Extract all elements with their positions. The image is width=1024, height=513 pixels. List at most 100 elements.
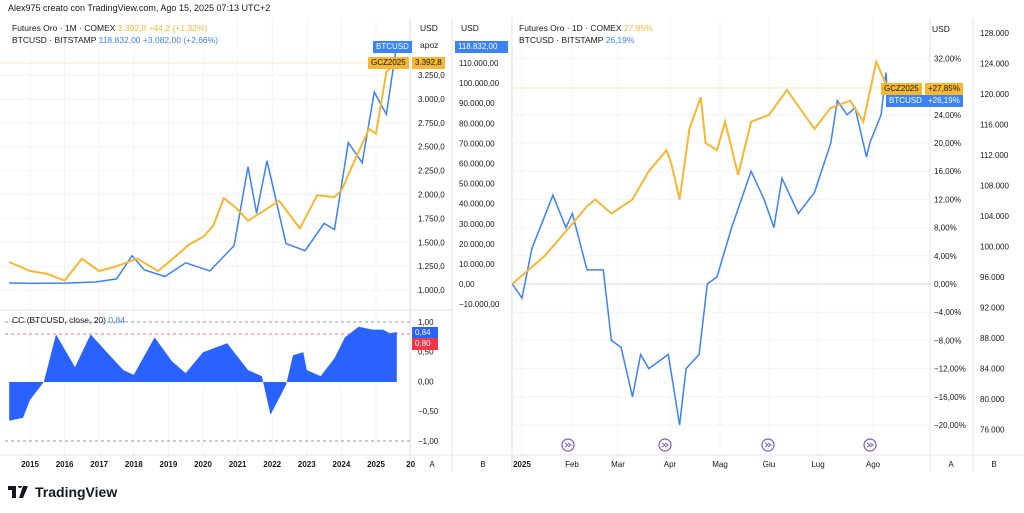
time-axis-label: 2020 bbox=[194, 460, 212, 469]
gold-symbol-tag-right: GCZ2025 bbox=[881, 83, 922, 95]
axis-b-unit[interactable]: USD bbox=[461, 23, 479, 33]
pct-axis-tick: 8,00% bbox=[934, 224, 957, 233]
axis-a-unit[interactable]: USD bbox=[420, 23, 438, 33]
btc-axis-tick: 76.000 bbox=[980, 426, 1005, 435]
axis-a-tick: 2.000,0 bbox=[418, 191, 445, 200]
right-legend-btc[interactable]: BTCUSD · BITSTAMP 26,19% bbox=[519, 34, 634, 47]
axis-b-tick: 90.000,00 bbox=[459, 99, 495, 108]
btc-axis-tick: 124.000 bbox=[980, 60, 1009, 69]
cc-legend-title: CC (BTCUSD, close, 20) bbox=[12, 315, 106, 325]
time-axis-label: Ago bbox=[866, 460, 881, 469]
legend-symbol: Futures Oro · 1M · COMEX bbox=[12, 23, 116, 33]
axis-b-tick: 80.000,00 bbox=[459, 119, 495, 128]
cc-axis-tick: 0,00 bbox=[418, 377, 434, 386]
chart-attribution: Alex975 creato con TradingView.com, Ago … bbox=[8, 3, 271, 13]
axis-b-tick: 30.000,00 bbox=[459, 220, 495, 229]
legend-value: 26,19% bbox=[605, 35, 635, 45]
legend-symbol: BTCUSD · BITSTAMP bbox=[519, 35, 604, 45]
cc-axis-tick: 1,00 bbox=[418, 318, 434, 327]
btc-symbol-tag-right: BTCUSD bbox=[886, 95, 925, 107]
pct-axis-tick: −12,00% bbox=[934, 365, 966, 374]
scale-mode-label: B bbox=[480, 460, 485, 469]
btc-axis-tick: 120.000 bbox=[980, 90, 1009, 99]
cc-value-tag: 0,84 bbox=[412, 327, 438, 339]
axis-b-tick: 50.000,00 bbox=[459, 180, 495, 189]
scale-mode-label: A bbox=[429, 460, 435, 469]
btc-pct-tag: +26,19% bbox=[925, 95, 963, 107]
btc-axis-tick: 128.000 bbox=[980, 29, 1009, 38]
btc-axis-tick: 80.000 bbox=[980, 395, 1005, 404]
cc-level-tag: 0,80 bbox=[412, 338, 438, 350]
scale-mode-label: B bbox=[991, 460, 996, 469]
axis-a-tick: 1.750,0 bbox=[418, 214, 445, 223]
pct-axis-tick: 0,00% bbox=[934, 280, 957, 289]
btc-axis-tick: 88.000 bbox=[980, 334, 1005, 343]
time-axis-label: 2025 bbox=[513, 460, 531, 469]
cc-axis-tick: −1,00 bbox=[418, 437, 439, 446]
axis-b-tick: 10.000,00 bbox=[459, 260, 495, 269]
axis-b-tick: 110.000,00 bbox=[459, 59, 499, 68]
axis-b-tick: 60.000,00 bbox=[459, 160, 495, 169]
axis-a-tick: 2.750,0 bbox=[418, 119, 445, 128]
legend-value: 118.832,00 bbox=[98, 35, 141, 45]
axis-a-tick: 3.000,0 bbox=[418, 95, 445, 104]
btc-axis-tick: 84.000 bbox=[980, 365, 1005, 374]
time-axis-label: Apr bbox=[664, 460, 677, 469]
btc-monthly-line bbox=[9, 43, 398, 285]
event-arrow-glyph bbox=[564, 442, 572, 448]
axis-a-tick: 1.000,0 bbox=[418, 286, 445, 295]
legend-change: +3.082,00 (+2,66%) bbox=[142, 35, 219, 45]
cc-axis-tick: −0,50 bbox=[418, 407, 439, 416]
time-axis-label: 2018 bbox=[125, 460, 143, 469]
event-arrow-glyph bbox=[866, 442, 874, 448]
btc-symbol-tag: BTCUSD bbox=[373, 41, 412, 53]
legend-change: +44,2 (+1,32%) bbox=[148, 23, 208, 33]
left-legend-btc[interactable]: BTCUSD · BITSTAMP 118.832,00 +3.082,00 (… bbox=[12, 34, 218, 47]
cc-area bbox=[9, 326, 397, 421]
pct-axis-tick: 20,00% bbox=[934, 139, 961, 148]
legend-symbol: BTCUSD · BITSTAMP bbox=[12, 35, 97, 45]
btc-axis-tick: 96.000 bbox=[980, 273, 1005, 282]
axis-a-tick: 2.500,0 bbox=[418, 143, 445, 152]
time-axis-label: Mag bbox=[712, 460, 728, 469]
tradingview-logo[interactable]: TradingView bbox=[8, 484, 117, 500]
pct-axis-tick: −20,00% bbox=[934, 421, 966, 430]
gold-pct-tag: +27,85% bbox=[925, 83, 963, 95]
btc-axis-tick: 116.000 bbox=[980, 121, 1009, 130]
axis-b-tick: 70.000,00 bbox=[459, 139, 495, 148]
time-axis-label: 2017 bbox=[90, 460, 108, 469]
legend-symbol: Futures Oro · 1D · COMEX bbox=[519, 23, 622, 33]
pct-axis-tick: −4,00% bbox=[934, 308, 961, 317]
btc-daily-line bbox=[511, 72, 889, 426]
axis-b-tick: 40.000,00 bbox=[459, 200, 495, 209]
cc-legend[interactable]: CC (BTCUSD, close, 20) 0,84 bbox=[12, 314, 125, 327]
time-axis-label: 2016 bbox=[56, 460, 74, 469]
right-legend-gold[interactable]: Futures Oro · 1D · COMEX 27,85% bbox=[519, 22, 653, 35]
btc-price-tag: 118.832,00 bbox=[455, 41, 508, 53]
btc-axis-tick: 92.000 bbox=[980, 304, 1005, 313]
tradingview-logo-icon bbox=[8, 486, 28, 498]
gold-price-tag: 3.392,8 bbox=[412, 57, 445, 69]
axis-a-tick: 1.250,0 bbox=[418, 262, 445, 271]
left-legend-gold[interactable]: Futures Oro · 1M · COMEX 3.392,8 +44,2 (… bbox=[12, 22, 207, 35]
right-axis-unit[interactable]: USD bbox=[932, 24, 950, 34]
axis-b-tick: 100.000,00 bbox=[459, 79, 500, 88]
axis-b-tick: −10.000,00 bbox=[459, 300, 500, 309]
axis-b-tick: 0,00 bbox=[459, 280, 475, 289]
axis-a-tick: 1.500,0 bbox=[418, 238, 445, 247]
time-axis-label: 2022 bbox=[263, 460, 281, 469]
time-axis-label: 2019 bbox=[160, 460, 178, 469]
axis-a-tick: 2.250,0 bbox=[418, 167, 445, 176]
gold-monthly-line bbox=[8, 62, 398, 282]
time-axis-label: 2023 bbox=[298, 460, 316, 469]
event-arrow-glyph bbox=[764, 442, 772, 448]
legend-value: 27,85% bbox=[623, 23, 653, 33]
pct-axis-tick: −16,00% bbox=[934, 393, 966, 402]
pct-axis-tick: 32,00% bbox=[934, 54, 961, 63]
cc-legend-value: 0,84 bbox=[108, 315, 125, 325]
btc-axis-tick: 104.000 bbox=[980, 212, 1009, 221]
time-axis-label: Feb bbox=[565, 460, 579, 469]
pct-axis-tick: 24,00% bbox=[934, 111, 961, 120]
legend-value: 3.392,8 bbox=[117, 23, 147, 33]
